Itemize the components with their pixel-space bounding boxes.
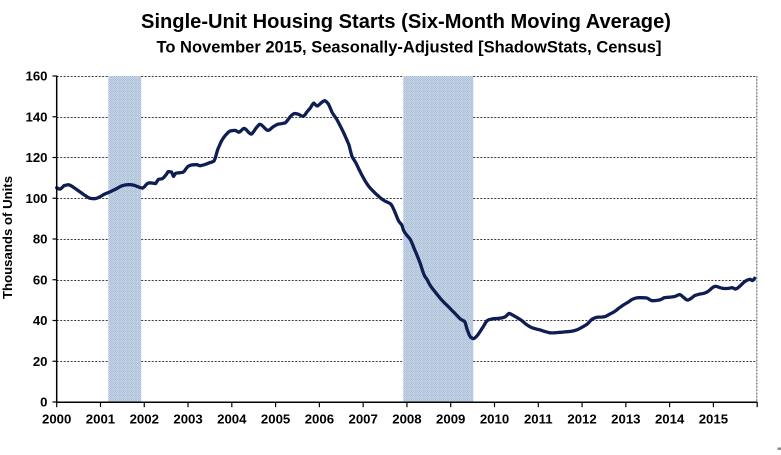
svg-text:140: 140: [25, 109, 47, 124]
svg-text:2015: 2015: [699, 412, 728, 427]
svg-text:120: 120: [25, 150, 47, 165]
svg-text:60: 60: [33, 272, 48, 287]
svg-text:0: 0: [40, 395, 47, 410]
svg-text:2004: 2004: [217, 412, 247, 427]
svg-text:20: 20: [33, 354, 48, 369]
svg-text:100: 100: [25, 191, 47, 206]
svg-text:To November 2015, Seasonally-A: To November 2015, Seasonally-Adjusted [S…: [157, 39, 662, 57]
svg-text:2000: 2000: [42, 412, 71, 427]
svg-text:2008: 2008: [392, 412, 421, 427]
svg-text:2001: 2001: [86, 412, 115, 427]
svg-text:80: 80: [33, 232, 48, 247]
svg-text:2005: 2005: [261, 412, 290, 427]
svg-text:2002: 2002: [130, 412, 159, 427]
svg-text:Single-Unit Housing Starts (Si: Single-Unit Housing Starts (Six-Month Mo…: [141, 11, 671, 33]
svg-text:2003: 2003: [173, 412, 202, 427]
svg-text:40: 40: [33, 313, 48, 328]
svg-text:2010: 2010: [480, 412, 509, 427]
svg-text:Thousands of Units: Thousands of Units: [0, 176, 15, 299]
svg-text:2012: 2012: [567, 412, 596, 427]
svg-text:2009: 2009: [436, 412, 465, 427]
svg-text:2006: 2006: [305, 412, 334, 427]
svg-text:2007: 2007: [348, 412, 377, 427]
svg-text:2011: 2011: [524, 412, 553, 427]
svg-text:160: 160: [25, 69, 47, 84]
svg-text:2013: 2013: [611, 412, 640, 427]
svg-text:2014: 2014: [655, 412, 685, 427]
